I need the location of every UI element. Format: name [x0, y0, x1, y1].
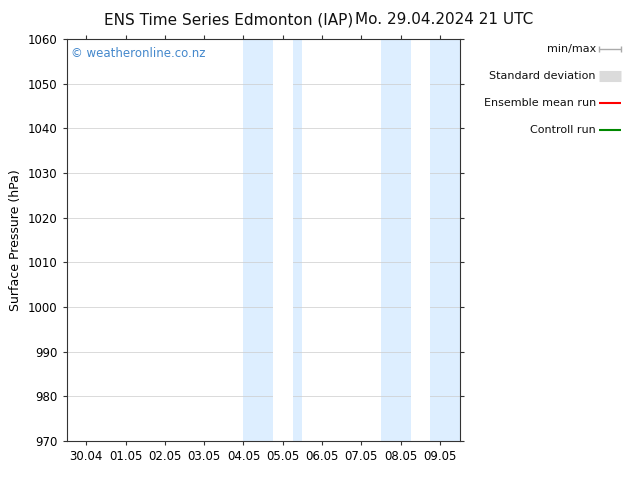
Text: min/max: min/max [547, 44, 596, 54]
Text: Controll run: Controll run [530, 125, 596, 135]
Text: Mo. 29.04.2024 21 UTC: Mo. 29.04.2024 21 UTC [354, 12, 533, 27]
Text: ENS Time Series Edmonton (IAP): ENS Time Series Edmonton (IAP) [103, 12, 353, 27]
Y-axis label: Surface Pressure (hPa): Surface Pressure (hPa) [10, 169, 22, 311]
Bar [243, 39, 302, 441]
Bar [273, 39, 293, 441]
Text: © weatheronline.co.nz: © weatheronline.co.nz [70, 47, 205, 60]
Text: Ensemble mean run: Ensemble mean run [484, 98, 596, 108]
Bar [381, 39, 460, 441]
Bar [411, 39, 430, 441]
Text: Standard deviation: Standard deviation [489, 71, 596, 81]
